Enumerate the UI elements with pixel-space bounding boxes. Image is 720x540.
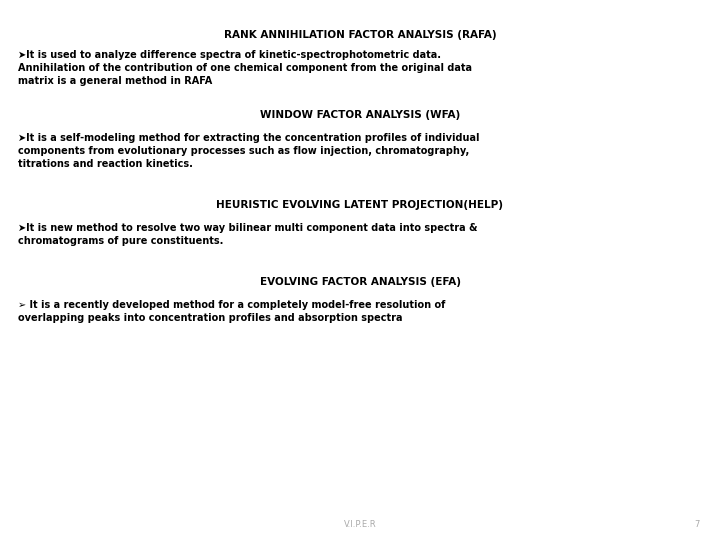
Text: Annihilation of the contribution of one chemical component from the original dat: Annihilation of the contribution of one … bbox=[18, 63, 472, 73]
Text: HEURISTIC EVOLVING LATENT PROJECTION(HELP): HEURISTIC EVOLVING LATENT PROJECTION(HEL… bbox=[217, 200, 503, 210]
Text: ➤It is used to analyze difference spectra of kinetic-spectrophotometric data.: ➤It is used to analyze difference spectr… bbox=[18, 50, 441, 60]
Text: ➤It is new method to resolve two way bilinear multi component data into spectra : ➤It is new method to resolve two way bil… bbox=[18, 223, 477, 233]
Text: matrix is a general method in RAFA: matrix is a general method in RAFA bbox=[18, 76, 212, 86]
Text: ➢ It is a recently developed method for a completely model-free resolution of: ➢ It is a recently developed method for … bbox=[18, 300, 446, 310]
Text: components from evolutionary processes such as flow injection, chromatography,: components from evolutionary processes s… bbox=[18, 146, 469, 156]
Text: EVOLVING FACTOR ANALYSIS (EFA): EVOLVING FACTOR ANALYSIS (EFA) bbox=[259, 277, 461, 287]
Text: 7: 7 bbox=[695, 520, 700, 529]
Text: titrations and reaction kinetics.: titrations and reaction kinetics. bbox=[18, 159, 193, 169]
Text: ➤It is a self-modeling method for extracting the concentration profiles of indiv: ➤It is a self-modeling method for extrac… bbox=[18, 133, 480, 143]
Text: overlapping peaks into concentration profiles and absorption spectra: overlapping peaks into concentration pro… bbox=[18, 313, 402, 323]
Text: WINDOW FACTOR ANALYSIS (WFA): WINDOW FACTOR ANALYSIS (WFA) bbox=[260, 110, 460, 120]
Text: V.I.P.E.R: V.I.P.E.R bbox=[343, 520, 377, 529]
Text: RANK ANNIHILATION FACTOR ANALYSIS (RAFA): RANK ANNIHILATION FACTOR ANALYSIS (RAFA) bbox=[224, 30, 496, 40]
Text: chromatograms of pure constituents.: chromatograms of pure constituents. bbox=[18, 236, 223, 246]
